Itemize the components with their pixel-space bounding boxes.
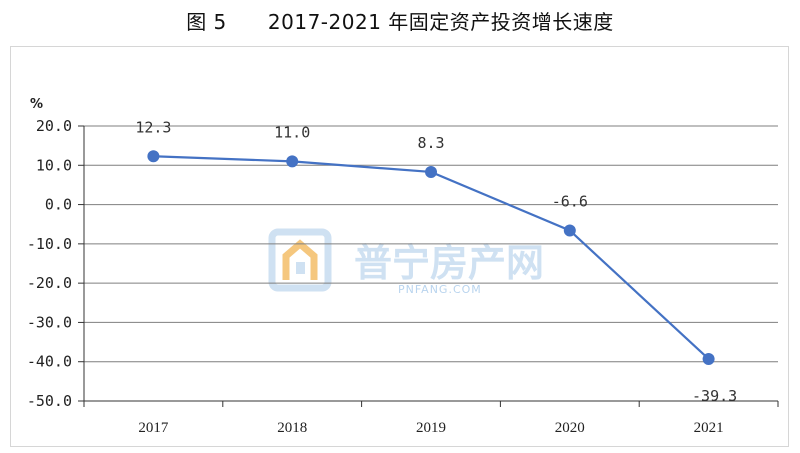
x-tick-label: 2017 [138,420,169,436]
y-tick-label: -10.0 [27,235,72,253]
data-label: 12.3 [135,118,171,136]
data-points [147,150,715,365]
y-unit-label: % [30,97,43,112]
x-tick-label: 2021 [694,420,724,436]
figure-title: 图 5 2017-2021 年固定资产投资增长速度 [186,10,614,34]
gridlines [84,125,778,402]
x-tick-label: 2020 [555,420,585,436]
data-point [702,352,715,365]
data-point [147,150,160,163]
x-tick-label: 2018 [277,420,307,436]
data-label: -39.3 [692,387,737,405]
y-tick-label: 0.0 [45,196,72,214]
y-tick-label: 20.0 [36,117,72,135]
data-point [286,155,299,168]
y-tick-label: -50.0 [27,392,72,410]
y-tick-label: -40.0 [27,353,72,371]
data-point [425,165,437,178]
data-label: -6.6 [552,193,588,211]
axes: 20.0 10.0 0.0 -10.0 -20.0 -30.0 -40.0 -50.0 2017… [27,97,779,436]
y-tick-label: 10.0 [36,156,72,174]
watermark-logo-icon [268,228,332,292]
data-label: 8.3 [417,134,444,152]
data-point [563,224,576,237]
watermark: 普宁房产网 PNFANG.COM [268,228,544,296]
x-tick-label: 2019 [416,420,446,436]
watermark-subtext: PNFANG.COM [398,283,482,296]
data-label: 11.0 [274,123,310,141]
watermark-text: 普宁房产网 [354,241,544,285]
y-tick-label: -30.0 [27,313,72,331]
y-tick-label: -20.0 [27,274,72,292]
chart-frame [10,46,789,447]
data-labels: 12.3 11.0 8.3 -6.6 -39.3 [135,118,737,405]
